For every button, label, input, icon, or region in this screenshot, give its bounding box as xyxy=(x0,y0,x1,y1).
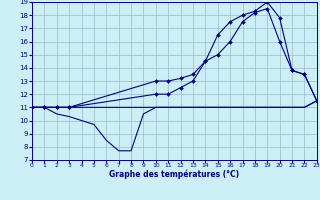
X-axis label: Graphe des températures (°C): Graphe des températures (°C) xyxy=(109,170,239,179)
